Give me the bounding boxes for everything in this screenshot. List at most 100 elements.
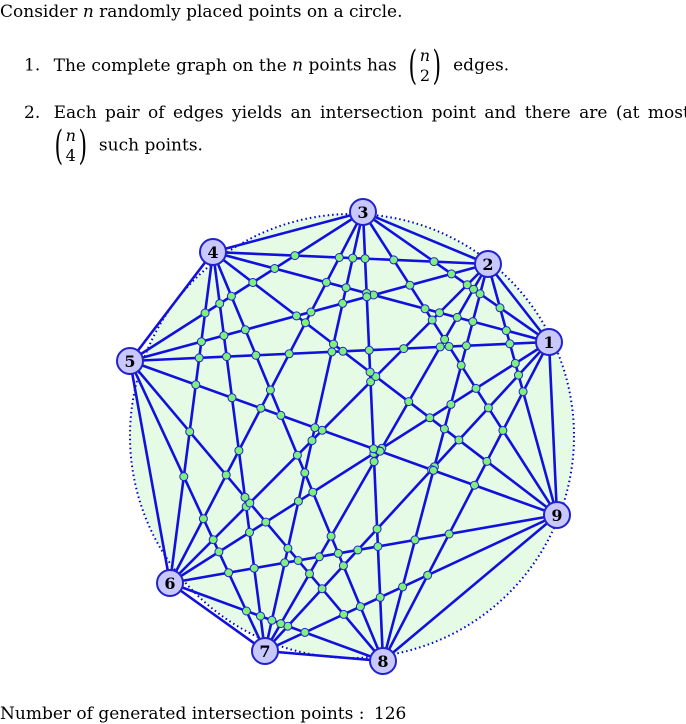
intersection-point [410,535,420,545]
vertex-9: 9 [543,501,571,529]
intersection-point [321,277,331,287]
intersection-point [369,444,378,454]
binom-2-bottom: 4 [65,146,76,165]
intersection-point [306,307,316,317]
intersection-point [245,498,255,508]
vertex-node-9 [543,501,571,529]
graph-edge-7-9 [263,513,559,653]
intersection-point [362,292,372,302]
list-item-2: 2. Each pair of edges yields an intersec… [24,103,686,123]
vertex-node-3 [349,198,377,226]
intersection-point [369,457,379,467]
intro-line: Consider n randomly placed points on a c… [0,2,403,22]
intersection-point [185,427,195,437]
intersection-point [219,331,229,341]
circle-boundary [129,213,575,659]
intersection-point [234,446,244,456]
item-1-text-before: The complete graph on the [53,55,293,76]
intersection-point [372,524,382,534]
intersection-point [428,465,438,475]
vertex-2: 2 [474,250,502,278]
intersection-point [280,558,290,568]
intersection-point [179,472,189,482]
vertex-1: 1 [535,328,563,356]
intersection-point [495,303,505,313]
item-2-number: 2. [24,103,41,123]
intersection-point [256,403,266,413]
intersection-point [446,399,456,409]
intersection-point [314,552,324,562]
intersection-point [270,264,280,273]
vertex-3: 3 [349,198,377,226]
intersection-point [338,561,348,571]
intersection-point [248,278,258,287]
intersection-point [469,284,478,294]
intersection-point [456,360,466,370]
intersection-point [305,569,314,579]
intersection-point [267,615,277,625]
intersection-point [423,570,433,580]
intersection-point [198,514,208,524]
vertex-label-5: 5 [124,352,135,371]
intersection-point [444,529,454,539]
intersection-point [501,326,511,336]
vertex-label-2: 2 [482,255,493,274]
intersection-point [444,342,454,351]
intro-text-before: Consider [0,2,83,22]
intersection-point [470,480,479,490]
intersection-point [224,568,234,578]
intersection-point [452,312,462,322]
intersection-point [293,556,303,565]
vertex-label-8: 8 [377,652,388,671]
intersection-point [251,350,261,360]
item-2-line-1: Each pair of edges yields an intersectio… [53,103,686,123]
graph-edge-3-8 [361,210,385,663]
intersection-point [256,611,265,621]
intersection-point [420,304,430,314]
graph-edge-4-9 [211,250,559,517]
graph-edge-1-6 [168,340,551,585]
intersection-point [265,385,275,395]
intersection-point [405,280,415,290]
intersection-point [292,311,301,321]
intersection-point [461,341,471,351]
intersection-point [365,367,375,377]
intersection-point [475,289,485,299]
intersection-point [276,619,286,629]
item-1-text-middle: points has [303,55,403,76]
intersection-point [290,251,300,261]
item-1-variable: n [292,55,304,76]
intersection-point [326,531,336,541]
binomial-n-choose-2: (n 2) [408,43,442,89]
intersection-point [221,470,231,480]
graph-edge-5-7 [128,359,267,653]
item-1-number: 1. [24,55,41,76]
graph-edge-1-2 [486,262,551,344]
intersection-point [348,253,358,263]
intersection-point [333,548,343,558]
vertex-label-3: 3 [357,203,368,222]
list-item-2-continuation: (n 4) such points. [48,126,203,166]
intersection-point [208,535,218,545]
vertex-6: 6 [156,569,184,597]
intersection-point [482,456,492,466]
intersection-point [510,358,520,368]
intersection-point [338,346,348,356]
intersection-point [307,436,317,446]
intersection-point [353,545,363,555]
vertex-label-7: 7 [259,642,270,661]
graph-edge-2-3 [361,210,490,266]
vertex-8: 8 [369,647,397,675]
intersection-point [226,291,236,301]
intersection-point [317,425,327,435]
vertex-5: 5 [116,347,144,375]
graph-edge-2-7 [263,262,490,653]
intersection-point [222,352,232,362]
binom-1-top: n [419,46,431,65]
intersection-point [471,383,481,393]
intersection-point [514,370,523,380]
intersection-point [375,592,385,602]
intersection-point [339,609,349,619]
vertex-node-2 [474,250,502,278]
vertex-node-4 [199,238,227,266]
